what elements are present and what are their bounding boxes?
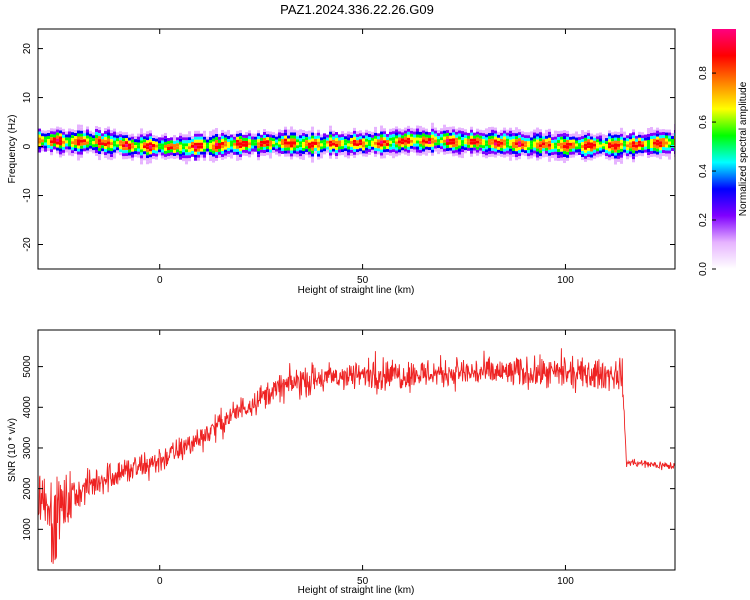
chart-title: PAZ1.2024.336.22.26.G09 <box>280 2 434 17</box>
y-tick-label: 1000 <box>22 518 33 541</box>
spectrogram-y-axis-label: Frequency (Hz) <box>7 115 18 184</box>
snr-y-axis-label: SNR (10 * v/v) <box>7 418 18 482</box>
snr-frame <box>37 329 676 571</box>
colorbar-tick-label: 0.2 <box>698 213 709 227</box>
y-tick-label: 3000 <box>22 436 33 459</box>
snr-series-line <box>38 348 675 564</box>
colorbar-tick-label: 0.6 <box>698 115 709 129</box>
snr-panel: 0 50 100 1000 2000 3000 4000 5000 Height of st… <box>7 329 676 596</box>
colorbar-ticks: 0.0 0.2 0.4 0.6 0.8 <box>698 66 716 276</box>
y-tick-label: -10 <box>22 188 33 203</box>
x-tick-label: 0 <box>157 576 163 587</box>
spectrogram-x-axis-label: Height of straight line (km) <box>298 285 415 296</box>
snr-y-ticks: 1000 2000 3000 4000 5000 <box>22 355 675 540</box>
y-tick-label: 4000 <box>22 396 33 419</box>
colorbar-gradient <box>712 29 736 269</box>
colorbar-tick-label: 0.8 <box>698 66 709 80</box>
spectrogram-image <box>38 121 675 167</box>
y-tick-label: 0 <box>22 143 33 149</box>
spectrogram-y-ticks: -20 -10 0 10 20 <box>22 43 675 252</box>
y-tick-label: 20 <box>22 43 33 55</box>
snr-x-ticks: 0 50 100 <box>157 330 574 587</box>
spectrogram-panel: 0 50 100 -20 -10 0 10 20 Height of straight li… <box>7 28 676 296</box>
x-tick-label: 100 <box>557 275 574 286</box>
x-tick-label: 0 <box>157 275 163 286</box>
colorbar: 0.0 0.2 0.4 0.6 0.8 Normalized spectral ampl… <box>698 29 749 276</box>
spectrogram-frame <box>37 28 676 270</box>
x-tick-label: 100 <box>557 576 574 587</box>
y-tick-label: -20 <box>22 237 33 252</box>
spectrogram-x-ticks: 0 50 100 <box>157 29 574 286</box>
x-tick-label: 50 <box>357 275 369 286</box>
y-tick-label: 5000 <box>22 355 33 378</box>
colorbar-label: Normalized spectral amplitude <box>738 81 749 216</box>
x-tick-label: 50 <box>357 576 369 587</box>
y-tick-label: 10 <box>22 92 33 104</box>
y-tick-label: 2000 <box>22 477 33 500</box>
snr-x-axis-label: Height of straight line (km) <box>298 585 415 596</box>
colorbar-tick-label: 0.0 <box>698 262 709 276</box>
colorbar-tick-label: 0.4 <box>698 164 709 178</box>
